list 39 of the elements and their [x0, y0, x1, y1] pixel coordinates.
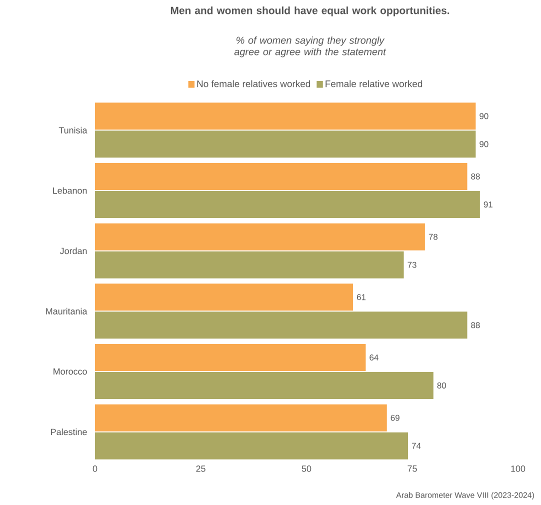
y-tick-label: Jordan	[60, 248, 87, 254]
x-tick-label: 25	[196, 466, 206, 472]
bar	[95, 130, 476, 158]
data-label: 80	[437, 382, 446, 388]
bar	[95, 284, 354, 311]
data-label: 88	[471, 322, 480, 328]
bar	[95, 190, 480, 218]
data-label: 88	[471, 174, 480, 180]
data-label: 90	[480, 113, 488, 120]
bar	[95, 223, 425, 250]
chart-subtitle: % of women saying they strongly agree or agree with the statement	[234, 36, 386, 58]
data-label: 90	[480, 141, 488, 148]
y-tick-label: Tunisia	[58, 126, 88, 134]
data-label: 91	[484, 202, 492, 208]
x-tick-label: 75	[408, 466, 417, 472]
bar	[95, 251, 404, 278]
y-tick-label: Lebanon	[53, 187, 87, 194]
y-tick-label: Palestine	[51, 428, 87, 436]
data-label: 78	[428, 234, 438, 240]
chart-title: Men and women should have equal work opportunities.	[170, 6, 450, 16]
bar	[95, 432, 408, 460]
bar	[95, 162, 468, 190]
bar	[95, 102, 476, 130]
y-tick-label: Morocco	[54, 368, 87, 375]
bar	[95, 344, 366, 371]
data-label: 64	[370, 354, 378, 360]
bar	[95, 404, 387, 432]
legend-label: Female relative worked	[326, 80, 422, 88]
x-tick-label: 0	[92, 466, 98, 472]
bar	[95, 372, 434, 399]
y-tick-label: Mauritania	[46, 308, 88, 314]
x-tick-label: 100	[511, 466, 526, 472]
bar	[95, 312, 468, 339]
legend-label: No female relatives worked	[197, 80, 310, 88]
data-label: 69	[390, 414, 400, 421]
data-label: 61	[356, 294, 366, 300]
data-label: 74	[412, 442, 421, 449]
data-label: 73	[408, 262, 416, 268]
x-tick-label: 50	[302, 466, 312, 472]
